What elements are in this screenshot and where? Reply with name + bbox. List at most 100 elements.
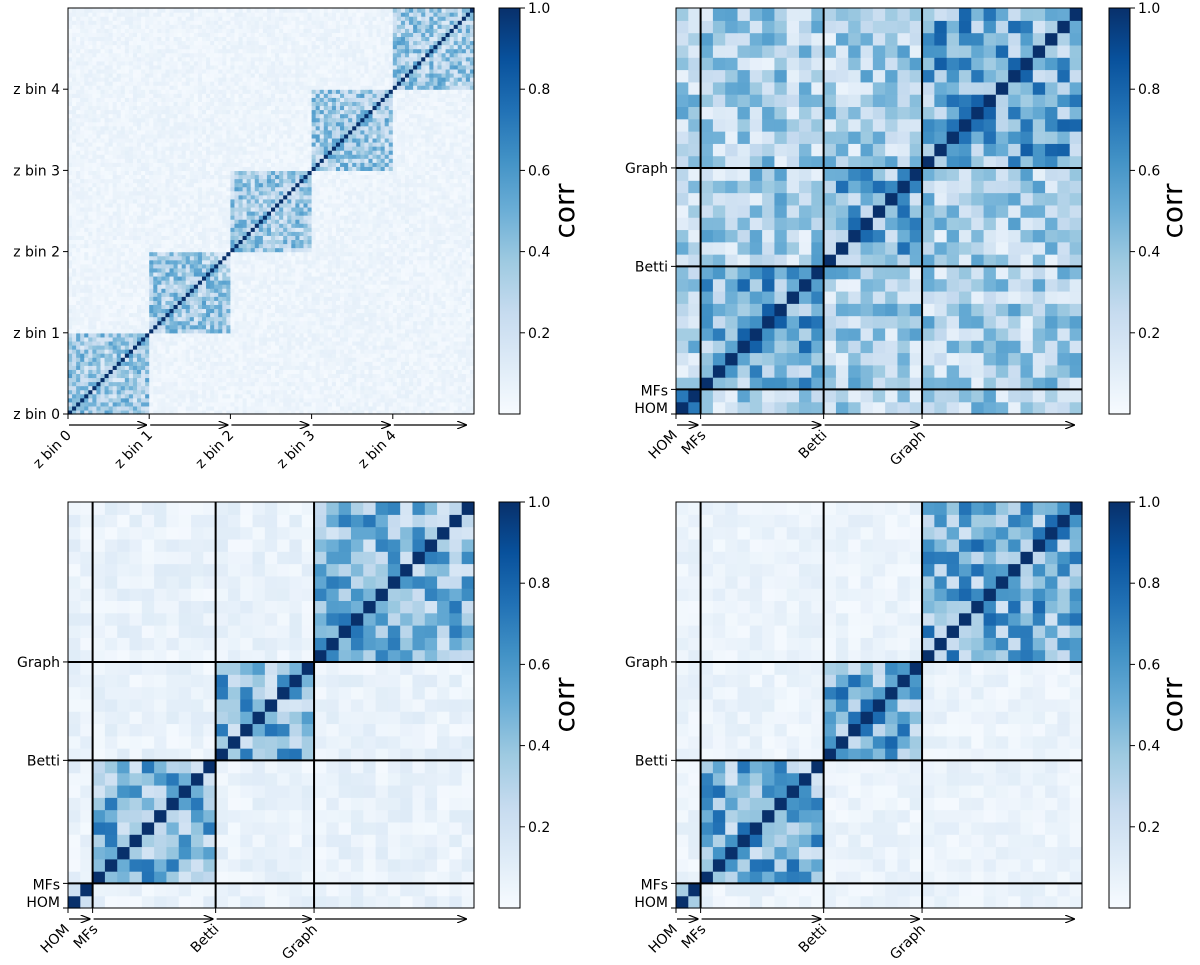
heatmap-cell	[291, 304, 296, 310]
heatmap-cell	[425, 397, 430, 403]
heatmap-cell	[360, 275, 365, 281]
heatmap-cell	[145, 239, 150, 245]
heatmap-cell	[145, 251, 150, 257]
heatmap-cell	[384, 369, 390, 374]
heatmap-cell	[396, 373, 402, 379]
heatmap-cell	[295, 304, 301, 310]
heatmap-cell	[388, 288, 394, 293]
heatmap-cell	[335, 344, 341, 350]
heatmap-cell	[404, 284, 410, 289]
heatmap-cell	[400, 288, 406, 293]
heatmap-cell	[84, 308, 89, 314]
heatmap-cell	[197, 340, 203, 346]
heatmap-cell	[153, 284, 158, 289]
heatmap-cell	[68, 381, 73, 387]
heatmap-cell	[303, 243, 309, 249]
heatmap-cell	[271, 231, 276, 236]
heatmap-cell	[258, 300, 264, 305]
heatmap-cell	[388, 280, 394, 285]
heatmap-cell	[88, 373, 93, 379]
heatmap-cell	[68, 389, 73, 395]
heatmap-cell	[315, 271, 321, 277]
heatmap-cell	[132, 349, 138, 354]
heatmap-cell	[116, 353, 122, 358]
heatmap-cell	[238, 300, 244, 305]
heatmap-cell	[193, 344, 199, 350]
heatmap-cell	[258, 349, 264, 354]
heatmap-cell	[250, 328, 256, 334]
heatmap-cell	[104, 328, 110, 334]
heatmap-cell	[364, 320, 370, 326]
heatmap-cell	[197, 263, 203, 269]
heatmap-cell	[84, 332, 89, 338]
heatmap-cell	[457, 332, 463, 338]
heatmap-cell	[425, 275, 430, 281]
heatmap-cell	[413, 243, 418, 249]
heatmap-cell	[404, 304, 410, 310]
heatmap-cell	[417, 349, 422, 354]
heatmap-cell	[396, 397, 402, 403]
heatmap-cell	[193, 381, 199, 387]
heatmap-cell	[437, 271, 443, 277]
heatmap-cell	[425, 344, 430, 350]
heatmap-cell	[360, 300, 365, 305]
heatmap-cell	[271, 365, 276, 370]
heatmap-cell	[230, 296, 236, 301]
heatmap-cell	[124, 255, 130, 261]
heatmap-cell	[437, 231, 443, 236]
heatmap-cell	[323, 275, 329, 281]
heatmap-cell	[279, 401, 284, 407]
heatmap-cell	[108, 231, 114, 236]
heatmap-cell	[404, 308, 410, 314]
heatmap-cell	[421, 381, 426, 387]
heatmap-cell	[319, 353, 325, 358]
heatmap-cell	[137, 405, 142, 411]
heatmap-cell	[120, 344, 126, 350]
heatmap-cell	[287, 328, 292, 334]
heatmap-cell	[404, 251, 410, 257]
heatmap-cell	[319, 344, 325, 350]
heatmap-cell	[76, 304, 81, 310]
heatmap-cell	[368, 320, 374, 326]
heatmap-cell	[400, 385, 406, 391]
heatmap-cell	[222, 308, 227, 314]
heatmap-cell	[469, 263, 475, 269]
heatmap-cell	[360, 316, 365, 322]
heatmap-cell	[275, 381, 280, 387]
heatmap-cell	[356, 308, 361, 314]
heatmap-cell	[137, 393, 142, 399]
heatmap-cell	[161, 353, 167, 358]
heatmap-cell	[193, 332, 199, 338]
heatmap-cell	[417, 243, 422, 249]
heatmap-cell	[246, 284, 252, 289]
heatmap-cell	[327, 393, 333, 399]
heatmap-cell	[72, 271, 77, 277]
heatmap-cell	[340, 275, 345, 281]
heatmap-cell	[246, 393, 252, 399]
heatmap-cell	[226, 267, 231, 273]
heatmap-cell	[141, 365, 146, 370]
heatmap-cell	[413, 255, 418, 261]
heatmap-cell	[441, 251, 447, 257]
heatmap-cell	[437, 357, 443, 362]
heatmap-cell	[400, 409, 406, 415]
heatmap-cell	[307, 219, 313, 224]
heatmap-cell	[384, 320, 390, 326]
heatmap-cell	[352, 340, 357, 346]
heatmap-cell	[88, 316, 93, 322]
heatmap-cell	[108, 267, 114, 273]
heatmap-cell	[104, 280, 110, 285]
heatmap-cell	[189, 243, 195, 249]
heatmap-cell	[128, 304, 134, 310]
heatmap-cell	[92, 389, 98, 395]
heatmap-cell	[226, 275, 231, 281]
heatmap-cell	[413, 300, 418, 305]
heatmap-cell	[96, 369, 102, 374]
heatmap-cell	[206, 271, 211, 277]
heatmap-cell	[421, 328, 426, 334]
heatmap-cell	[165, 381, 171, 387]
heatmap-cell	[441, 320, 447, 326]
heatmap-cell	[104, 369, 110, 374]
heatmap-cell	[238, 401, 244, 407]
heatmap-cell	[104, 243, 110, 249]
